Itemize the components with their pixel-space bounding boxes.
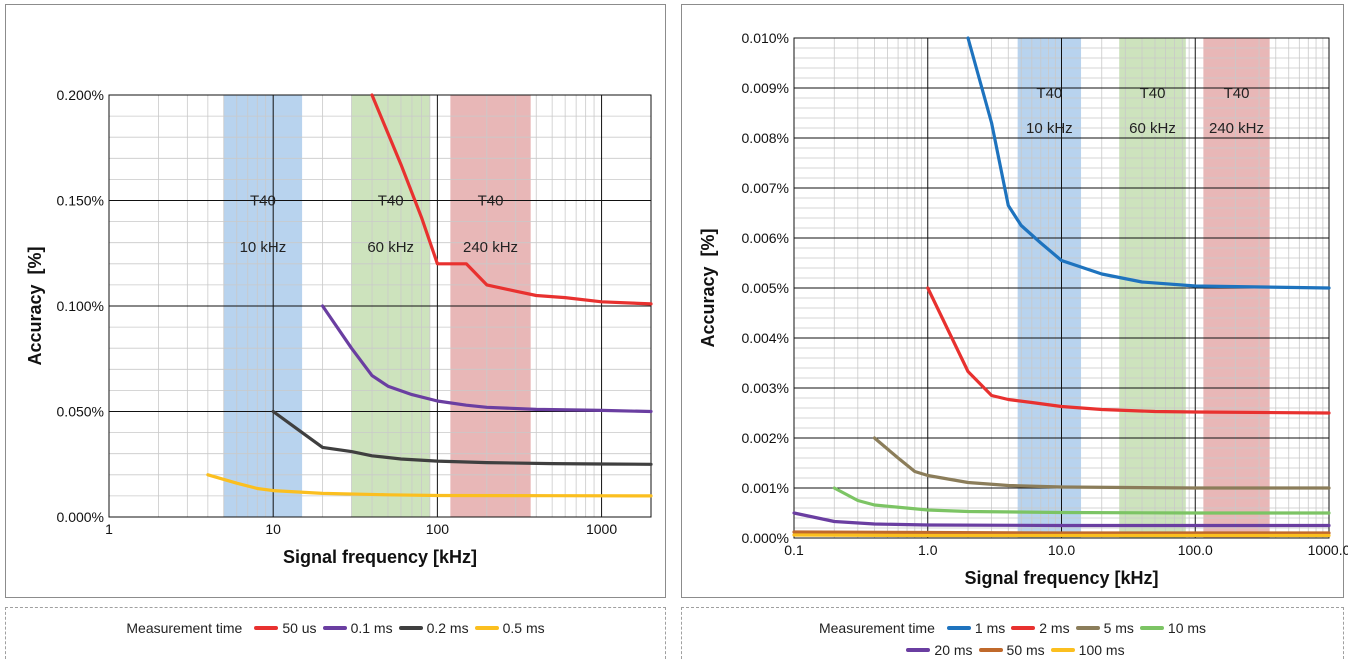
band-label: 10 kHz [1026, 120, 1073, 137]
x-axis-label: Signal frequency [kHz] [964, 568, 1158, 588]
y-tick-label: 0.009% [742, 80, 789, 96]
right-chart: T40 10 kHz T40 60 kHz T40 240 kHz 0.1 1.0 10.0 10… [698, 30, 1348, 588]
legend-label: 1 ms [974, 620, 1006, 636]
y-tick-label: 0.200% [57, 87, 104, 103]
x-tick-label: 0.1 [784, 542, 804, 558]
x-axis-label: Signal frequency [kHz] [283, 547, 477, 567]
legend-title: Measurement time [818, 620, 935, 636]
band-label: T40 [478, 193, 504, 210]
legend-item-50ms: 50 ms [978, 642, 1045, 658]
legend-label: 20 ms [934, 642, 973, 658]
y-tick-label: 0.150% [57, 193, 104, 209]
y-tick-label: 0.001% [742, 480, 789, 496]
y-tick-label: 0.002% [742, 430, 789, 446]
x-tick-label: 1000.0 [1308, 542, 1348, 558]
y-tick-label: 0.000% [742, 530, 789, 546]
y-tick-label: 0.050% [57, 404, 104, 420]
legend-item-5ms: 5 ms [1075, 620, 1134, 636]
series-line [872, 436, 1331, 490]
legend-swatch [1139, 626, 1164, 630]
y-tick-label: 0.003% [742, 380, 789, 396]
legend-item-0-1ms: 0.1 ms [322, 620, 393, 636]
legend-label: 2 ms [1039, 620, 1070, 636]
band-label: 10 kHz [240, 239, 287, 256]
legend-swatch [1075, 626, 1100, 630]
y-tick-label: 0.010% [742, 30, 789, 46]
legend-item-1ms: 1 ms [946, 620, 1006, 636]
right-chart-panel: T40 10 kHz T40 60 kHz T40 240 kHz 0.1 1.0 10.0 10… [681, 4, 1348, 598]
legend-label: 50 ms [1006, 642, 1045, 658]
right-legend: Measurement time 1 ms 2 ms 5 ms 10 ms 20… [681, 607, 1344, 659]
band-label: 60 kHz [1129, 120, 1176, 137]
legend-item-100ms: 100 ms [1050, 642, 1125, 658]
series-line [966, 36, 1331, 290]
series-line [792, 533, 1331, 538]
legend-label: 10 ms [1167, 620, 1207, 636]
legend-label: 0.1 ms [350, 620, 393, 636]
series-line [206, 473, 653, 498]
legend-swatch [978, 648, 1003, 652]
legend-label: 0.2 ms [426, 620, 469, 636]
legend-swatch [474, 626, 499, 630]
band-label: T40 [1140, 85, 1166, 102]
series-line [271, 409, 653, 466]
y-tick-label: 0.005% [742, 280, 789, 296]
x-tick-label: 1.0 [918, 542, 938, 558]
legend-title: Measurement time [126, 620, 243, 636]
legend-item-0-2ms: 0.2 ms [398, 620, 469, 636]
legend-item-50us: 50 us [254, 620, 317, 636]
legend-swatch [322, 626, 347, 630]
plot-frame [108, 94, 652, 518]
legend-label: 50 us [282, 620, 317, 636]
y-tick-label: 0.007% [742, 180, 789, 196]
x-tick-label: 100.0 [1178, 542, 1213, 558]
legend-item-20ms: 20 ms [906, 642, 973, 658]
x-tick-label: 10 [265, 521, 281, 537]
x-tick-label: 1 [105, 521, 113, 537]
y-tick-label: 0.008% [742, 130, 789, 146]
legend-item-0-5ms: 0.5 ms [474, 620, 545, 636]
left-chart: T40 10 kHz T40 60 kHz T40 240 kHz 1 10 100 1000 0.… [25, 87, 653, 567]
series-line [321, 304, 653, 414]
y-axis-label: Accuracy [%] [25, 246, 45, 365]
band-label: 60 kHz [367, 239, 414, 256]
series-line [832, 486, 1331, 515]
band-label: T40 [250, 193, 276, 210]
y-axis-label: Accuracy [%] [698, 228, 718, 347]
y-tick-label: 0.004% [742, 330, 789, 346]
series-line [792, 511, 1331, 528]
series-line [926, 286, 1331, 415]
band-label: T40 [1224, 85, 1250, 102]
legend-swatch [1011, 626, 1036, 630]
x-tick-label: 100 [426, 521, 450, 537]
legend-row: Measurement time 50 us 0.1 ms 0.2 ms 0.5… [6, 620, 665, 636]
left-chart-panel: T40 10 kHz T40 60 kHz T40 240 kHz 1 10 100 1000 0.… [5, 4, 666, 598]
x-tick-label: 10.0 [1048, 542, 1075, 558]
left-legend: Measurement time 50 us 0.1 ms 0.2 ms 0.5… [5, 607, 666, 659]
series-line [370, 93, 653, 306]
x-tick-label: 1000 [586, 521, 617, 537]
legend-item-10ms: 10 ms [1139, 620, 1207, 636]
series-line [792, 530, 1331, 535]
legend-label: 0.5 ms [502, 620, 545, 636]
legend-swatch [946, 626, 971, 630]
legend-swatch [1050, 648, 1075, 652]
legend-label: 5 ms [1103, 620, 1134, 636]
band-label: T40 [1036, 85, 1062, 102]
legend-swatch [254, 626, 279, 630]
legend-swatch [398, 626, 423, 630]
legend-item-2ms: 2 ms [1011, 620, 1070, 636]
legend-row: 20 ms 50 ms 100 ms [682, 642, 1343, 658]
y-tick-label: 0.000% [57, 509, 104, 525]
band-label: 240 kHz [1209, 120, 1264, 137]
band-label: T40 [378, 193, 404, 210]
band-label: 240 kHz [463, 239, 518, 256]
y-tick-label: 0.100% [57, 298, 104, 314]
legend-swatch [906, 648, 931, 652]
legend-label: 100 ms [1078, 642, 1125, 658]
y-tick-label: 0.006% [742, 230, 789, 246]
legend-row: Measurement time 1 ms 2 ms 5 ms 10 ms [682, 620, 1343, 636]
